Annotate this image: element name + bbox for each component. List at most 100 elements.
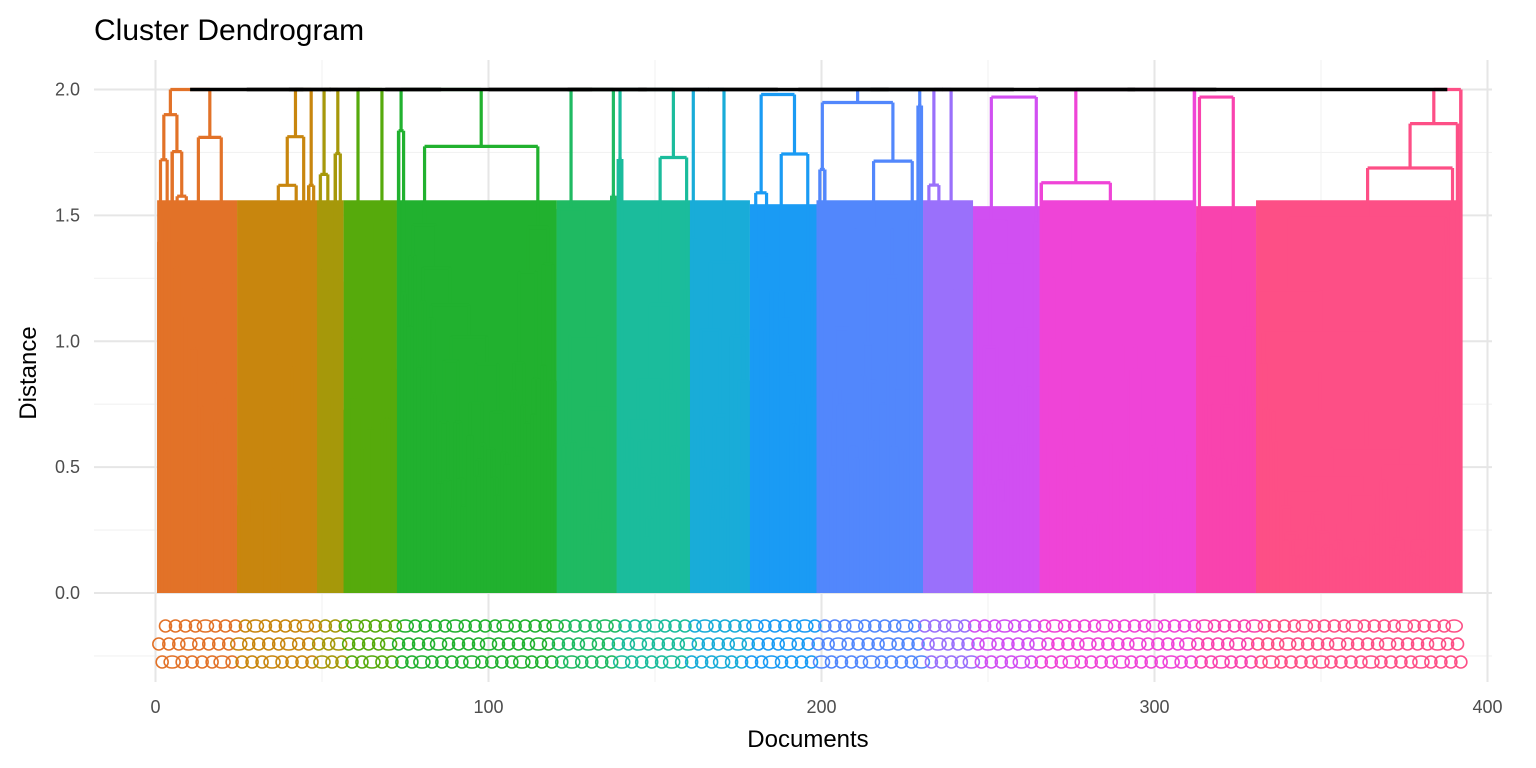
leaf-label-mark (341, 637, 356, 651)
leaf-label-mark (658, 619, 672, 633)
x-tick-label: 0 (150, 697, 160, 717)
leaf-label-mark (1378, 637, 1397, 651)
leaf-label-mark (1091, 637, 1105, 651)
leaf-label-mark (458, 619, 472, 633)
x-tick-label: 300 (1139, 697, 1169, 717)
leaf-label-mark (191, 637, 206, 651)
leaf-label-mark (1084, 655, 1099, 669)
leaf-label-mark (1101, 637, 1115, 651)
leaf-label-mark (1121, 637, 1135, 651)
leaf-label-mark (857, 619, 872, 633)
leaf-label-mark (991, 637, 1005, 651)
leaf-label-mark (1141, 637, 1155, 651)
leaf-label-mark (345, 655, 359, 669)
leaf-label-mark (388, 619, 403, 633)
leaf-label-mark (721, 637, 736, 651)
leaf-label-mark (228, 619, 243, 633)
leaf-label-mark (941, 637, 955, 651)
leaf-label-mark (311, 637, 326, 651)
leaf-label-mark (654, 655, 669, 669)
leaf-label-mark (1177, 619, 1192, 633)
leaf-label-mark (1245, 619, 1264, 633)
leaf-label-mark (408, 619, 423, 633)
leaf-label-mark (927, 619, 942, 633)
y-tick-label: 2.0 (55, 80, 80, 100)
leaf-label-mark (363, 655, 381, 669)
leaf-label-mark (634, 655, 649, 669)
leaf-label-mark (263, 655, 281, 669)
leaf-label-mark (188, 619, 203, 633)
leaf-label-mark (1370, 637, 1385, 651)
leaf-label-mark (974, 655, 989, 669)
leaf-label-mark (268, 619, 283, 633)
leaf-label-mark (428, 619, 443, 633)
leaf-label-mark (496, 619, 514, 633)
leaf-label-mark (1445, 619, 1463, 633)
leaf-label-mark (1324, 655, 1338, 669)
leaf-label-mark (305, 655, 319, 669)
leaf-label-mark (1129, 637, 1147, 651)
x-tick-label: 400 (1472, 697, 1502, 717)
leaf-label-mark (867, 619, 882, 633)
leaf-label-mark (512, 655, 531, 669)
leaf-label-mark (862, 655, 881, 669)
leaf-label-mark (694, 655, 709, 669)
leaf-label-mark (238, 619, 253, 633)
leaf-label-mark (584, 655, 599, 669)
leaf-label-mark (662, 655, 681, 669)
leaf-label-mark (794, 655, 809, 669)
leaf-label-mark (1320, 637, 1335, 651)
leaf-label-mark (987, 619, 1002, 633)
leaf-label-mark (921, 637, 935, 651)
leaf-label-mark (1220, 637, 1235, 651)
leaf-label-mark (261, 637, 276, 651)
leaf-label-mark (688, 619, 702, 633)
leaf-label-mark (541, 637, 556, 651)
leaf-label-mark (1204, 655, 1218, 669)
leaf-label-mark (628, 619, 642, 633)
leaf-label-mark (1094, 655, 1109, 669)
leaf-label-mark (894, 655, 909, 669)
leaf-label-mark (1062, 655, 1081, 669)
leaf-label-mark (824, 655, 839, 669)
leaf-label-mark (871, 637, 885, 651)
leaf-label-mark (355, 655, 369, 669)
leaf-label-mark (1294, 655, 1308, 669)
leaf-label-mark (346, 619, 365, 633)
leaf-label-mark (411, 637, 426, 651)
leaf-label-mark (1312, 655, 1330, 669)
leaf-label-mark (834, 655, 849, 669)
leaf-label-mark (1212, 655, 1230, 669)
leaf-label-mark (1434, 655, 1448, 669)
leaf-label-mark (1407, 619, 1422, 633)
leaf-label-mark (828, 619, 842, 633)
leaf-label-mark (445, 655, 459, 669)
leaf-label-mark (1111, 637, 1125, 651)
leaf-label-mark (1400, 637, 1415, 651)
leaf-label-mark (421, 637, 436, 651)
leaf-label-mark (1024, 655, 1039, 669)
leaf-label-mark (618, 619, 632, 633)
leaf-label-mark (762, 655, 781, 669)
leaf-label-mark (321, 637, 336, 651)
leaf-label-mark (391, 637, 406, 651)
leaf-label-mark (1207, 619, 1222, 633)
leaf-label-mark (1104, 655, 1119, 669)
leaf-label-mark (1384, 655, 1398, 669)
leaf-label-mark (328, 619, 343, 633)
leaf-label-mark (1145, 619, 1164, 633)
leaf-label-mark (251, 637, 266, 651)
leaf-label-mark (851, 637, 865, 651)
leaf-label-mark (534, 655, 549, 669)
leaf-label-mark (779, 637, 798, 651)
leaf-label-mark (1237, 619, 1252, 633)
leaf-label-mark (463, 655, 481, 669)
leaf-label-mark (874, 655, 889, 669)
y-tick-label: 1.0 (55, 331, 80, 351)
leaf-label-mark (701, 637, 716, 651)
leaf-label-mark (712, 655, 731, 669)
leaf-label-mark (396, 619, 415, 633)
leaf-label-mark (644, 655, 659, 669)
leaf-label-mark (1151, 637, 1165, 651)
leaf-label-mark (246, 619, 265, 633)
